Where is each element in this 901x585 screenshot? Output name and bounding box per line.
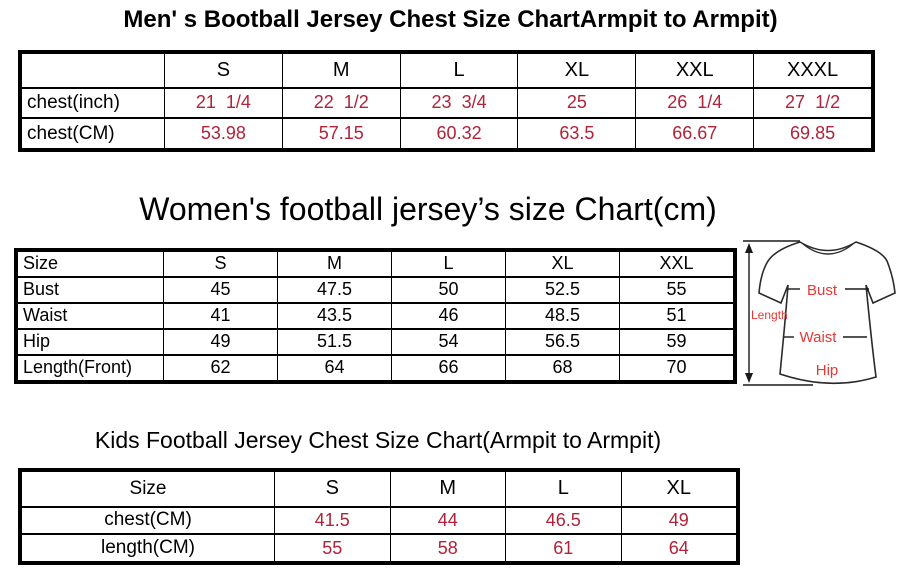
column-header: XL — [620, 471, 737, 507]
kids-size-table: Size S M L XL chest(CM) 41.5 44 46.5 49 length(CM)… — [18, 468, 740, 565]
size-value-cell: 69.85 — [753, 117, 872, 150]
size-value-cell: 45 — [163, 275, 278, 304]
size-table-grid: Size S M L XL XXL Bust 45 47.5 50 52.5 55 Waist 41 43.… — [17, 251, 734, 381]
size-value-cell: 66 — [391, 354, 506, 381]
womens-chart-title: Women's football jersey’s size Chart(cm) — [139, 191, 717, 227]
header-row: Size S M L XL XXL — [17, 251, 734, 277]
size-value-cell: 21 1/4 — [164, 87, 283, 119]
size-value-cell: 62 — [163, 354, 278, 381]
length-arrowhead-down — [745, 373, 753, 383]
table-row: Length(Front) 62 64 66 68 70 — [17, 354, 734, 381]
column-header: XXL — [619, 251, 734, 277]
size-value-cell: 47.5 — [277, 275, 392, 304]
row-label: chest(inch) — [21, 87, 165, 119]
size-value-cell: 68 — [505, 354, 620, 381]
corner-header-cell — [21, 53, 165, 88]
tshirt-measurement-diagram: Length Bust Waist Hip — [743, 231, 901, 398]
corner-header-cell: Size — [17, 251, 164, 277]
column-header: XXL — [635, 53, 755, 88]
size-value-cell: 51.5 — [277, 328, 392, 356]
size-value-cell: 53.98 — [164, 117, 283, 150]
size-value-cell: 70 — [619, 354, 734, 381]
size-table-grid: Size S M L XL chest(CM) 41.5 44 46.5 49 length(CM)… — [21, 471, 737, 563]
row-label: chest(CM) — [21, 506, 275, 535]
column-header: L — [505, 471, 622, 507]
bust-label: Bust — [807, 282, 838, 299]
size-value-cell: 48.5 — [505, 302, 620, 330]
column-header: XL — [517, 53, 637, 88]
size-value-cell: 46 — [391, 302, 506, 330]
mens-size-table: S M L XL XXL XXXL chest(inch) 21 1/4 22 1/2 23 3/… — [18, 50, 875, 152]
size-value-cell: 43.5 — [277, 302, 392, 330]
size-value-cell: 49 — [620, 506, 737, 535]
row-label: Length(Front) — [17, 354, 164, 381]
size-value-cell: 50 — [391, 275, 506, 304]
size-value-cell: 64 — [620, 533, 737, 563]
womens-size-table: Size S M L XL XXL Bust 45 47.5 50 52.5 55 Waist 41 43.… — [14, 248, 737, 384]
table-row: Bust 45 47.5 50 52.5 55 — [17, 275, 734, 304]
size-value-cell: 61 — [505, 533, 622, 563]
header-row: Size S M L XL — [21, 471, 737, 507]
column-header: M — [389, 471, 506, 507]
size-value-cell: 55 — [619, 275, 734, 304]
column-header: M — [281, 53, 401, 88]
size-value-cell: 59 — [619, 328, 734, 356]
size-value-cell: 56.5 — [505, 328, 620, 356]
column-header: L — [391, 251, 506, 277]
length-label: Length — [751, 308, 788, 322]
table-row: chest(CM) 41.5 44 46.5 49 — [21, 506, 737, 535]
size-value-cell: 41 — [163, 302, 278, 330]
size-value-cell: 41.5 — [274, 506, 391, 535]
column-header: L — [399, 53, 519, 88]
size-value-cell: 26 1/4 — [635, 87, 755, 119]
mens-chart-title: Men' s Bootball Jersey Chest Size ChartA… — [123, 6, 778, 33]
table-row: length(CM) 55 58 61 64 — [21, 533, 737, 563]
row-label: chest(CM) — [21, 117, 165, 150]
header-row: S M L XL XXL XXXL — [21, 53, 872, 88]
size-value-cell: 55 — [274, 533, 391, 563]
table-row: Hip 49 51.5 54 56.5 59 — [17, 328, 734, 356]
collar-inner-line — [802, 243, 854, 255]
waist-label: Waist — [800, 329, 838, 346]
size-value-cell: 52.5 — [505, 275, 620, 304]
size-value-cell: 66.67 — [635, 117, 755, 150]
column-header: S — [163, 251, 278, 277]
size-value-cell: 27 1/2 — [753, 87, 872, 119]
size-value-cell: 25 — [517, 87, 637, 119]
size-value-cell: 44 — [389, 506, 506, 535]
size-value-cell: 58 — [389, 533, 506, 563]
size-table-grid: S M L XL XXL XXXL chest(inch) 21 1/4 22 1/2 23 3/… — [21, 53, 872, 150]
column-header: S — [164, 53, 283, 88]
hip-label: Hip — [816, 362, 839, 379]
size-value-cell: 63.5 — [517, 117, 637, 150]
row-label: Hip — [17, 328, 164, 356]
row-label: Bust — [17, 275, 164, 304]
column-header: XXXL — [753, 53, 872, 88]
size-value-cell: 51 — [619, 302, 734, 330]
tshirt-outline — [758, 241, 896, 385]
size-value-cell: 22 1/2 — [281, 87, 401, 119]
row-label: Waist — [17, 302, 164, 330]
table-row: chest(inch) 21 1/4 22 1/2 23 3/4 25 26 1/4 27 … — [21, 87, 872, 119]
table-row: chest(CM) 53.98 57.15 60.32 63.5 66.67 69.85 — [21, 117, 872, 150]
size-value-cell: 60.32 — [399, 117, 519, 150]
column-header: XL — [505, 251, 620, 277]
row-label: length(CM) — [21, 533, 275, 563]
size-value-cell: 23 3/4 — [399, 87, 519, 119]
size-value-cell: 49 — [163, 328, 278, 356]
column-header: M — [277, 251, 392, 277]
size-value-cell: 46.5 — [505, 506, 622, 535]
size-value-cell: 57.15 — [281, 117, 401, 150]
kids-chart-title: Kids Football Jersey Chest Size Chart(Ar… — [94, 427, 662, 453]
length-arrowhead-up — [745, 243, 753, 253]
table-row: Waist 41 43.5 46 48.5 51 — [17, 302, 734, 330]
size-value-cell: 54 — [391, 328, 506, 356]
corner-header-cell: Size — [21, 471, 275, 507]
size-value-cell: 64 — [277, 354, 392, 381]
column-header: S — [274, 471, 391, 507]
